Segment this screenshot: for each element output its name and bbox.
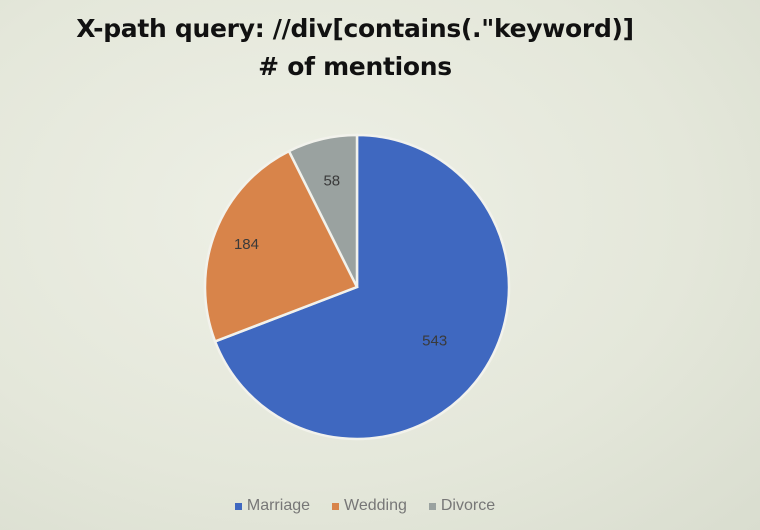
- legend-item-wedding: Wedding: [332, 497, 407, 515]
- legend-swatch-divorce: [428, 502, 436, 510]
- pie-slice-divorce: [287, 133, 359, 288]
- chart-title: X-path query: //div[contains(."keyword)]…: [0, 10, 710, 86]
- legend-item-divorce: Divorce: [428, 497, 496, 515]
- legend-item-marriage: Marriage: [234, 497, 311, 515]
- legend-label-marriage: Marriage: [246, 497, 311, 514]
- pie-slice-wedding: [203, 149, 359, 344]
- pie-slice-marriage: [213, 133, 511, 441]
- legend-swatch-marriage: [234, 502, 242, 510]
- legend: Marriage Wedding Divorce: [0, 497, 730, 515]
- legend-swatch-wedding: [332, 502, 340, 510]
- legend-label-wedding: Wedding: [344, 497, 407, 514]
- legend-label-divorce: Divorce: [440, 497, 496, 514]
- data-label-divorce: 58: [323, 172, 340, 189]
- chart-title-line-1: X-path query: //div[contains(."keyword)]: [76, 14, 634, 43]
- data-label-wedding: 184: [234, 236, 259, 253]
- data-label-marriage: 543: [422, 332, 447, 349]
- chart-title-line-2: # of mentions: [258, 52, 452, 81]
